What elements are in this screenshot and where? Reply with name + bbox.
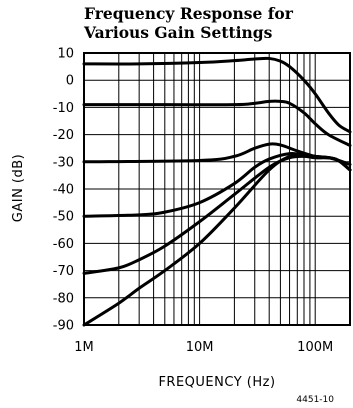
series-lines — [82, 56, 352, 327]
x-tick-label: 1M — [74, 340, 94, 355]
series-line-6 — [82, 153, 352, 327]
y-tick-label: -90 — [53, 319, 74, 334]
y-tick-label: -10 — [53, 101, 74, 116]
series-line-1 — [82, 56, 352, 134]
y-tick-label: -30 — [53, 155, 74, 170]
y-tick-label: 0 — [66, 74, 74, 89]
x-axis-label: FREQUENCY (Hz) — [158, 375, 275, 390]
x-tick-label: 10M — [186, 340, 214, 355]
y-tick-label: 10 — [57, 47, 74, 62]
plot-frame — [83, 52, 351, 326]
y-axis-label: GAIN (dB) — [11, 154, 26, 222]
chart-title-line-2: Various Gain Settings — [83, 23, 273, 42]
grid-lines — [84, 52, 350, 326]
y-tick-label: -40 — [53, 183, 74, 198]
series-line-2 — [82, 99, 352, 147]
chart-title-line-1: Frequency Response for — [84, 4, 294, 23]
y-tick-labels: 10 0 -10 -20 -30 -40 -50 -60 -70 -80 -90 — [53, 47, 74, 334]
x-tick-label: 100M — [297, 340, 333, 355]
y-tick-label: -80 — [53, 291, 74, 306]
figure-number: 4451-10 — [296, 395, 334, 405]
y-tick-label: -70 — [53, 264, 74, 279]
y-tick-label: -60 — [53, 237, 74, 252]
x-tick-labels: 1M 10M 100M — [74, 340, 333, 355]
y-tick-label: -20 — [53, 128, 74, 143]
y-tick-label: -50 — [53, 210, 74, 225]
